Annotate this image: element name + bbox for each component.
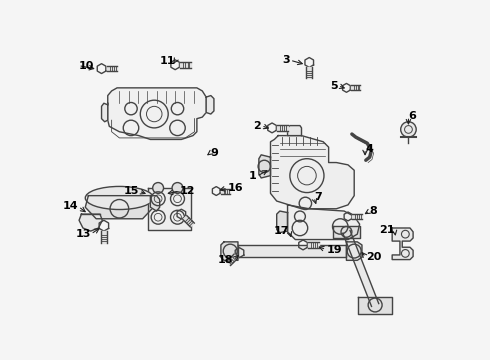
Ellipse shape (85, 186, 153, 210)
Text: 19: 19 (326, 244, 342, 255)
Text: 3: 3 (282, 55, 290, 65)
Text: 13: 13 (75, 229, 91, 239)
Polygon shape (108, 88, 206, 139)
Text: 2: 2 (253, 121, 261, 131)
Polygon shape (306, 67, 312, 78)
Text: 15: 15 (123, 186, 139, 196)
Text: 6: 6 (409, 111, 416, 121)
Polygon shape (226, 254, 238, 265)
Polygon shape (333, 226, 361, 238)
Text: 20: 20 (366, 252, 381, 262)
Polygon shape (150, 195, 160, 211)
Polygon shape (288, 205, 360, 239)
Polygon shape (101, 103, 108, 122)
Polygon shape (148, 188, 191, 230)
Polygon shape (85, 195, 153, 219)
Text: 16: 16 (228, 183, 244, 193)
Text: 7: 7 (314, 192, 321, 202)
Polygon shape (206, 95, 214, 114)
Text: 12: 12 (180, 186, 196, 196)
Polygon shape (288, 126, 301, 136)
Polygon shape (79, 214, 102, 231)
Text: 21: 21 (379, 225, 394, 235)
Circle shape (172, 183, 183, 193)
Polygon shape (183, 216, 195, 227)
Text: 5: 5 (330, 81, 338, 91)
Text: 17: 17 (273, 226, 289, 236)
Text: 1: 1 (249, 171, 257, 181)
Polygon shape (238, 245, 346, 257)
Polygon shape (392, 228, 413, 260)
Polygon shape (270, 136, 354, 209)
Polygon shape (259, 155, 270, 178)
Polygon shape (220, 189, 230, 194)
Polygon shape (277, 211, 288, 233)
Polygon shape (352, 214, 362, 219)
Text: 11: 11 (160, 56, 175, 66)
Polygon shape (180, 62, 191, 68)
Polygon shape (351, 85, 361, 90)
Polygon shape (106, 66, 117, 71)
Polygon shape (221, 242, 238, 260)
Text: 9: 9 (211, 148, 219, 158)
Circle shape (401, 122, 416, 137)
Polygon shape (277, 125, 288, 131)
Polygon shape (346, 242, 362, 260)
Polygon shape (308, 242, 318, 248)
Text: 18: 18 (218, 255, 233, 265)
Polygon shape (343, 230, 379, 306)
Text: 4: 4 (365, 144, 373, 154)
Text: 8: 8 (369, 206, 377, 216)
Circle shape (153, 183, 164, 193)
Text: 14: 14 (63, 202, 78, 211)
Polygon shape (101, 231, 107, 243)
Text: 10: 10 (78, 60, 94, 71)
Polygon shape (358, 297, 392, 314)
